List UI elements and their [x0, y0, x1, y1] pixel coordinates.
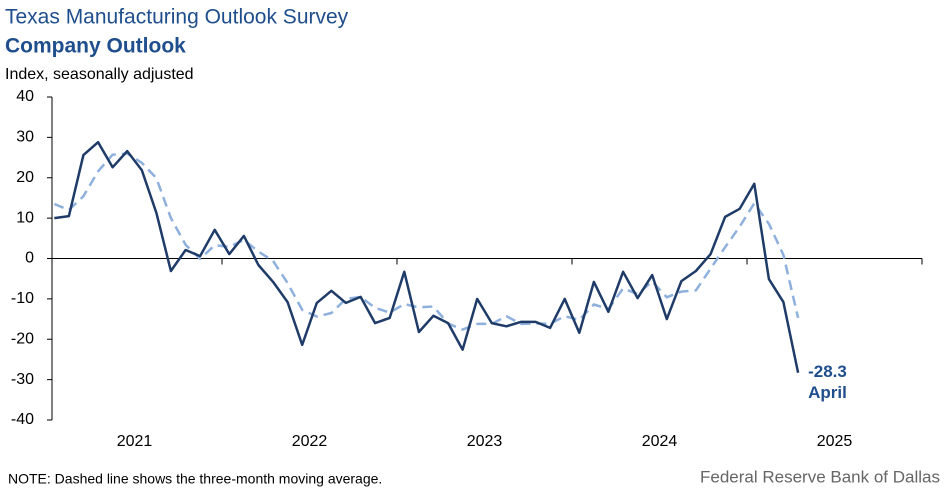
y-tick-label: -30 [11, 371, 34, 388]
y-tick-label: 40 [16, 88, 34, 105]
series-line [53, 152, 800, 331]
x-tick-label: 2022 [292, 433, 328, 450]
y-tick-label: 0 [25, 250, 34, 267]
y-tick-label: -40 [11, 411, 34, 428]
x-tick-label: 2021 [117, 433, 153, 450]
y-axis-label: Index, seasonally adjusted [5, 66, 194, 83]
y-tick-label: -10 [11, 290, 34, 307]
data-label: -28.3 [808, 362, 847, 381]
chart-subtitle: Company Outlook [5, 35, 186, 58]
y-tick-label: 30 [16, 129, 34, 146]
x-tick-label: 2025 [817, 433, 853, 450]
source: Federal Reserve Bank of Dallas [700, 467, 940, 486]
chart-title: Texas Manufacturing Outlook Survey [5, 6, 349, 29]
series-line [54, 140, 800, 374]
y-tick-label: 10 [16, 209, 34, 226]
note: NOTE: Dashed line shows the three-month … [8, 471, 382, 487]
annotation: April [808, 383, 847, 402]
y-tick-label: 20 [16, 169, 34, 186]
x-tick-label: 2024 [642, 433, 678, 450]
y-tick-label: -20 [11, 330, 34, 347]
x-tick-label: 2023 [467, 433, 503, 450]
